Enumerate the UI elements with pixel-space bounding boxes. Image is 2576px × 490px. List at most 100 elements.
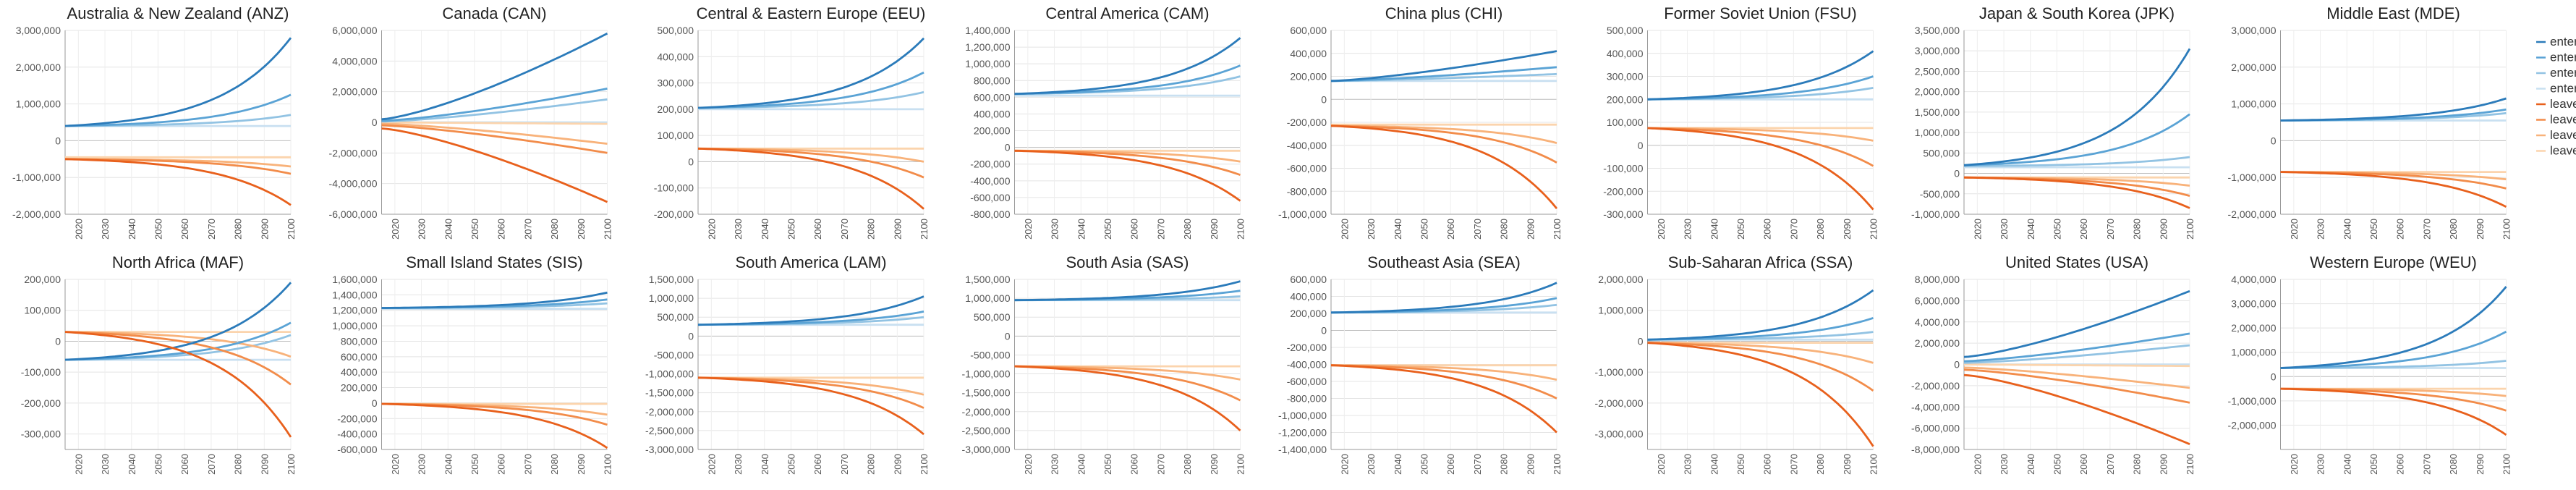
y-tick-label: 0 <box>1005 142 1011 153</box>
y-tick-label: -300,000 <box>1603 208 1643 220</box>
series-line-enter-currentborders <box>1014 64 1241 96</box>
x-tick-label: 2030 <box>417 454 428 475</box>
legend-label: enter_northsouthclosed <box>2550 66 2576 80</box>
y-tick-label: 200,000 <box>1290 71 1327 83</box>
y-tick-label: -800,000 <box>1287 185 1327 197</box>
chart-panel: Central America (CAM) -800,000 -600,000 -40… <box>965 4 1246 240</box>
y-tick-label: -3,000,000 <box>962 444 1011 455</box>
chart-panel: Canada (CAN) -6,000,000 -4,000,000 -2,000,0… <box>329 4 613 240</box>
x-tick-label: 2080 <box>2448 454 2459 475</box>
y-tick-label: -2,000,000 <box>1595 397 1644 409</box>
y-tick-label: -600,000 <box>337 444 377 455</box>
series-line-leave-bordersmoreopen <box>2280 171 2507 208</box>
y-tick-label: 1,400,000 <box>965 25 1010 36</box>
y-tick-label: 500,000 <box>1607 25 1644 36</box>
series-line-enter-bordersmoreopen <box>697 37 924 109</box>
y-tick-label: -3,000,000 <box>1595 428 1644 440</box>
x-tick-label: 2050 <box>2052 219 2062 240</box>
y-tick-label: 400,000 <box>974 108 1011 119</box>
y-tick-label: 0 <box>2271 371 2277 382</box>
y-tick-label: 500,000 <box>974 311 1011 323</box>
y-tick-label: 200,000 <box>341 382 378 394</box>
series-line-leave-currentborders <box>697 147 924 179</box>
series-line-leave-overallclosed <box>381 121 608 125</box>
x-tick-label: 2030 <box>1366 454 1377 475</box>
y-tick-label: 1,500,000 <box>649 274 694 285</box>
x-tick-label: 2030 <box>2316 219 2326 240</box>
x-tick-label: 2070 <box>2421 454 2432 475</box>
x-tick-label: 2100 <box>1236 454 1246 475</box>
x-tick-label: 2020 <box>1339 454 1350 475</box>
x-tick-label: 2020 <box>1972 454 1983 475</box>
x-tick-label: 2040 <box>2342 454 2352 475</box>
y-tick-label: 2,000,000 <box>332 86 377 98</box>
series-line-leave-bordersmoreopen <box>1963 373 2190 445</box>
series-line-leave-bordersmoreopen <box>2280 387 2507 436</box>
x-tick-label: 2080 <box>2132 454 2143 475</box>
chart-title: United States (USA) <box>2005 253 2148 271</box>
chart-title: South America (LAM) <box>735 253 886 271</box>
y-tick-label: -1,000,000 <box>645 368 694 380</box>
y-tick-label: -1,000,000 <box>12 172 61 183</box>
x-tick-label: 2030 <box>2316 454 2326 475</box>
x-tick-label: 2040 <box>1393 454 1403 475</box>
x-tick-label: 2040 <box>760 454 770 475</box>
x-tick-label: 2060 <box>179 219 190 240</box>
y-tick-label: -2,000,000 <box>329 147 378 159</box>
x-tick-label: 2050 <box>1419 454 1429 475</box>
y-tick-label: 500,000 <box>1923 147 1960 159</box>
chart-title: Southeast Asia (SEA) <box>1367 253 1521 271</box>
series-line-leave-bordersmoreopen <box>381 402 608 449</box>
x-tick-label: 2050 <box>2368 454 2379 475</box>
x-tick-label: 2060 <box>496 454 507 475</box>
x-tick-label: 2080 <box>1499 219 1510 240</box>
x-tick-label: 2040 <box>1393 219 1403 240</box>
series-line-leave-bordersmoreopen <box>1330 124 1558 209</box>
x-tick-label: 2100 <box>286 219 297 240</box>
x-tick-label: 2040 <box>443 454 454 475</box>
y-tick-label: 2,000,000 <box>1915 337 1960 349</box>
y-tick-label: -800,000 <box>1287 393 1327 405</box>
chart-panel: Small Island States (SIS) -600,000 -400,00… <box>332 253 613 475</box>
x-tick-label: 2060 <box>1129 454 1140 475</box>
series-line-leave-currentborders <box>64 331 292 386</box>
legend-label: leave_bordersmoreopen <box>2550 97 2576 111</box>
x-tick-label: 2050 <box>2052 454 2062 475</box>
legend-item: enter_currentborders <box>2536 51 2576 64</box>
chart-panel: Western Europe (WEU) -2,000,000 -1,000,000… <box>2228 253 2512 475</box>
y-tick-label: 4,000,000 <box>332 55 377 67</box>
y-tick-label: 200,000 <box>657 104 694 115</box>
y-tick-label: -200,000 <box>654 208 694 220</box>
series-line-leave-bordersmoreopen <box>697 147 924 210</box>
y-tick-label: 400,000 <box>1607 48 1644 59</box>
y-tick-label: 0 <box>2271 135 2277 146</box>
chart-panel: North Africa (MAF) -300,000 -200,000 -100,0… <box>21 253 297 475</box>
x-tick-label: 2020 <box>2289 454 2300 475</box>
series-line-enter-bordersmoreopen <box>64 37 292 127</box>
x-tick-label: 2070 <box>522 219 533 240</box>
y-tick-label: -2,000,000 <box>645 406 694 418</box>
y-tick-label: 1,200,000 <box>965 41 1010 53</box>
y-tick-label: 200,000 <box>24 274 61 285</box>
series-line-leave-northsouthclosed <box>1963 366 2190 389</box>
y-tick-label: 6,000,000 <box>332 25 377 36</box>
series-line-enter-currentborders <box>2280 330 2507 369</box>
y-tick-label: -400,000 <box>337 428 377 440</box>
x-tick-label: 2040 <box>2342 219 2352 240</box>
y-tick-label: -4,000,000 <box>329 178 378 190</box>
x-tick-label: 2040 <box>127 219 137 240</box>
y-tick-label: 300,000 <box>657 77 694 89</box>
y-tick-label: 0 <box>1638 335 1644 347</box>
y-tick-label: -200,000 <box>1603 185 1643 197</box>
series-line-enter-bordersmoreopen <box>64 282 292 361</box>
legend-label: leave_northsouthclosed <box>2550 128 2576 142</box>
x-tick-label: 2040 <box>760 219 770 240</box>
x-tick-label: 2070 <box>2105 454 2116 475</box>
y-tick-label: -2,500,000 <box>645 425 694 436</box>
series-line-leave-bordersmoreopen <box>1014 365 1241 431</box>
chart-panel: Former Soviet Union (FSU) -300,000 -200,00… <box>1603 4 1879 240</box>
x-tick-label: 2100 <box>1552 219 1563 240</box>
chart-title: Former Soviet Union (FSU) <box>1664 4 1857 22</box>
x-tick-label: 2040 <box>1076 219 1087 240</box>
y-tick-label: 0 <box>55 335 61 347</box>
